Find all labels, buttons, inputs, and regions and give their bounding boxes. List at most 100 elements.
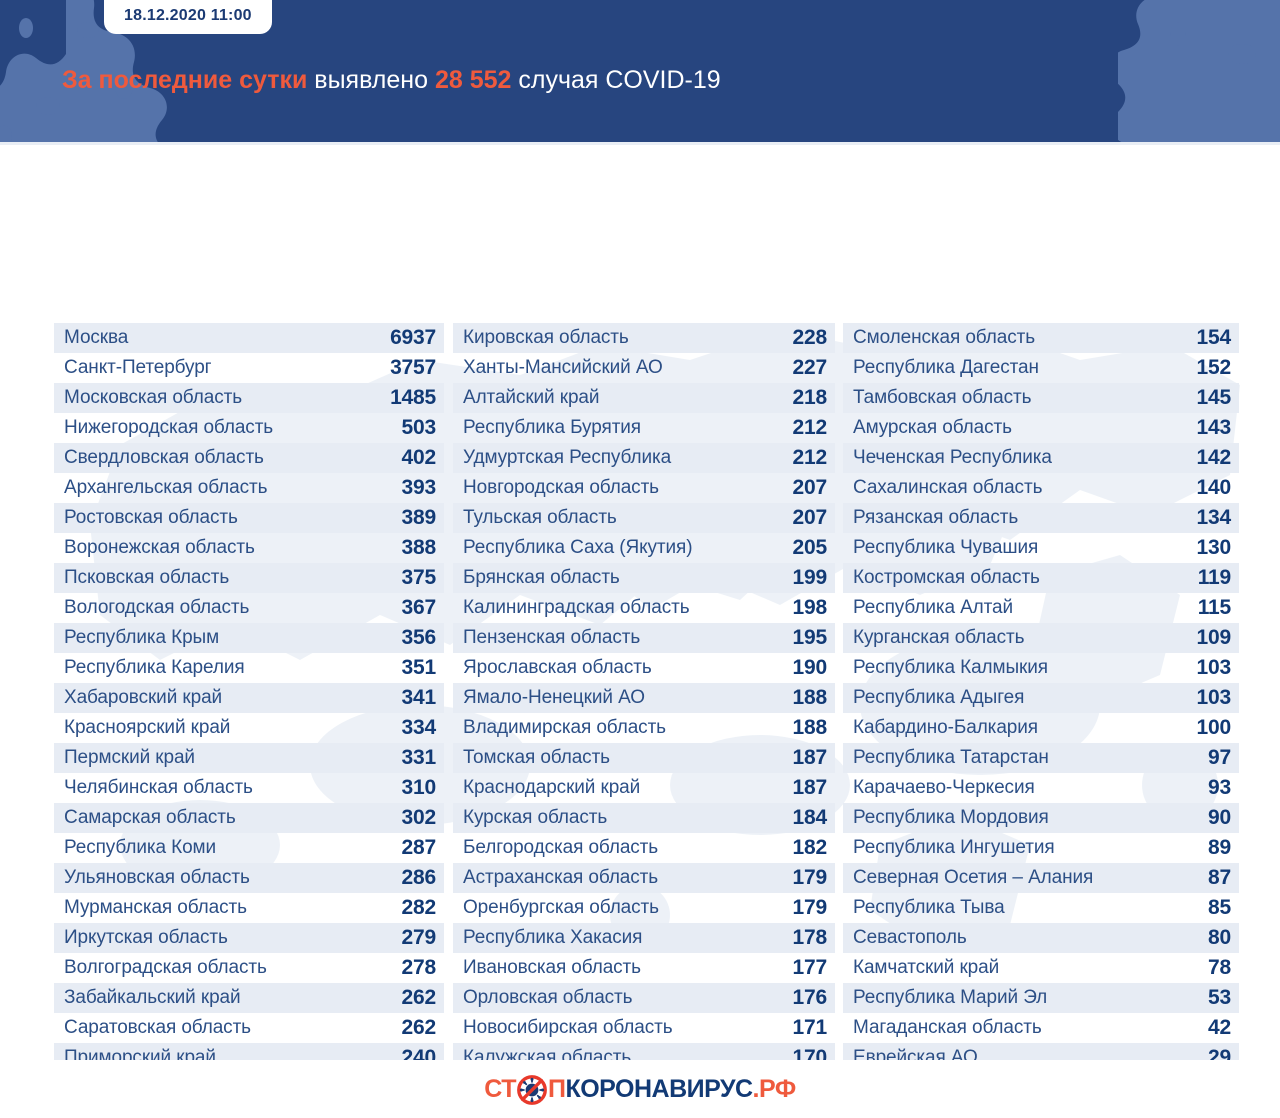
table-row: Республика Бурятия 212 [453,413,835,443]
region-case-count: 190 [792,656,828,679]
headline-mid: выявлено [307,66,435,94]
region-name: Республика Марий Эл [853,987,1048,1008]
region-case-count: 100 [1196,716,1232,739]
regions-column-2: Кировская область 228 Ханты-Мансийский АО 2… [453,145,835,1060]
region-name: Севастополь [853,927,967,948]
region-name: Костромская область [853,567,1040,588]
region-case-count: 187 [792,776,828,799]
table-row: Забайкальский край 262 [54,983,444,1013]
region-case-count: 188 [792,686,828,709]
region-name: Алтайский край [463,387,600,408]
region-name: Республика Ингушетия [853,837,1055,858]
table-row: Калужская область 170 [453,1043,835,1060]
table-row: Еврейская АО 29 [843,1043,1239,1060]
table-row: Пермский край 331 [54,743,444,773]
region-name: Северная Осетия – Алания [853,867,1094,888]
region-case-count: 152 [1196,356,1232,379]
region-case-count: 179 [792,866,828,889]
region-name: Краснодарский край [463,777,641,798]
table-row: Псковская область 375 [54,563,444,593]
table-row: Кабардино-Балкария 100 [843,713,1239,743]
region-name: Республика Бурятия [463,417,641,438]
region-case-count: 119 [1197,566,1231,589]
region-name: Калужская область [463,1047,632,1060]
region-name: Еврейская АО [853,1047,978,1060]
region-name: Нижегородская область [64,417,274,438]
region-case-count: 134 [1196,506,1232,529]
region-name: Москва [64,327,129,348]
region-name: Вологодская область [64,597,250,618]
table-row: Мурманская область 282 [54,893,444,923]
region-name: Ульяновская область [64,867,250,888]
region-case-count: 93 [1208,776,1231,799]
region-name: Волгоградская область [64,957,267,978]
region-name: Республика Мордовия [853,807,1049,828]
region-name: Республика Хакасия [463,927,643,948]
table-row: Ростовская область 389 [54,503,444,533]
table-row: Краснодарский край 187 [453,773,835,803]
table-row: Севастополь 80 [843,923,1239,953]
region-name: Белгородская область [463,837,659,858]
table-row: Иркутская область 279 [54,923,444,953]
region-name: Республика Адыгея [853,687,1025,708]
logo-prefix: СТ [484,1074,516,1103]
headline-total-number: 28 552 [434,66,512,94]
region-case-count: 393 [401,476,437,499]
region-name: Владимирская область [463,717,666,738]
stopkoronavirus-logo[interactable]: СТ [484,1074,796,1105]
region-case-count: 195 [792,626,828,649]
region-name: Ростовская область [64,507,238,528]
page-title: За последние сутки выявлено 28 552 случа… [62,66,721,95]
region-case-count: 388 [401,536,437,559]
table-row: Московская область 1485 [54,383,444,413]
table-row: Орловская область 176 [453,983,835,1013]
region-name: Республика Алтай [853,597,1014,618]
table-row: Ямало-Ненецкий АО 188 [453,683,835,713]
table-row: Костромская область 119 [843,563,1239,593]
table-row: Ивановская область 177 [453,953,835,983]
region-case-count: 278 [401,956,437,979]
region-name: Самарская область [64,807,236,828]
table-row: Алтайский край 218 [453,383,835,413]
table-row: Новосибирская область 171 [453,1013,835,1043]
region-name: Брянская область [463,567,620,588]
region-name: Смоленская область [853,327,1035,348]
headline-accent: За последние сутки [62,66,308,94]
header-divider [0,142,1280,145]
region-name: Мурманская область [64,897,247,918]
table-row: Курганская область 109 [843,623,1239,653]
region-name: Новгородская область [463,477,659,498]
region-name: Республика Дагестан [853,357,1039,378]
region-case-count: 97 [1208,746,1231,769]
table-row: Сахалинская область 140 [843,473,1239,503]
region-name: Саратовская область [64,1017,251,1038]
table-row: Саратовская область 262 [54,1013,444,1043]
table-row: Республика Чувашия 130 [843,533,1239,563]
table-row: Владимирская область 188 [453,713,835,743]
region-case-count: 145 [1196,386,1232,409]
region-name: Челябинская область [64,777,253,798]
table-row: Республика Хакасия 178 [453,923,835,953]
region-name: Кировская область [463,327,629,348]
region-name: Карачаево-Черкесия [853,777,1035,798]
table-row: Республика Мордовия 90 [843,803,1239,833]
region-name: Забайкальский край [64,987,241,1008]
region-case-count: 42 [1208,1016,1231,1039]
table-row: Новгородская область 207 [453,473,835,503]
region-name: Московская область [64,387,242,408]
region-name: Томская область [463,747,610,768]
region-name: Ямало-Ненецкий АО [463,687,645,708]
table-row: Волгоградская область 278 [54,953,444,983]
region-case-count: 171 [792,1016,828,1039]
table-row: Республика Крым 356 [54,623,444,653]
region-case-count: 207 [792,506,828,529]
region-case-count: 29 [1208,1046,1231,1060]
region-case-count: 334 [401,716,437,739]
region-case-count: 188 [792,716,828,739]
region-case-count: 198 [792,596,828,619]
region-case-count: 279 [401,926,437,949]
table-row: Санкт-Петербург 3757 [54,353,444,383]
region-name: Пермский край [64,747,195,768]
table-row: Рязанская область 134 [843,503,1239,533]
region-case-count: 212 [792,416,828,439]
